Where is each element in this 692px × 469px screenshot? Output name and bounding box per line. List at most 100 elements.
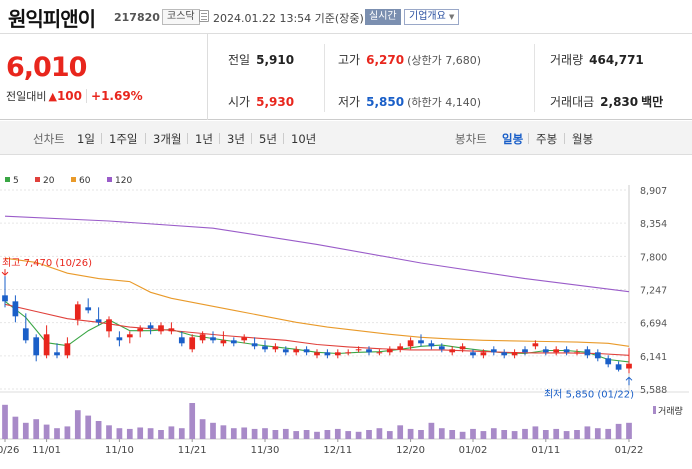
high: 고가 6,270 (상한가 7,680) — [338, 51, 481, 68]
candle-chart-label: 봉차트 — [455, 132, 487, 146]
y-tick-label: 7,247 — [640, 286, 667, 297]
volume-bar — [626, 422, 632, 439]
company-info-label: 기업개요 — [409, 11, 446, 22]
candle-body — [470, 352, 476, 356]
legend-label-60: 60 — [79, 176, 91, 186]
tab-10y[interactable]: 10년 — [291, 132, 317, 146]
tab-1d[interactable]: 1일 — [77, 132, 95, 146]
candle-body — [282, 349, 289, 353]
volume-bar — [158, 430, 164, 439]
company-info-button[interactable]: 기업개요 ▼ — [404, 9, 460, 25]
candle-body — [303, 349, 310, 353]
candle-body — [272, 346, 279, 350]
timestamp: 2024.01.22 13:54 기준(장중) — [213, 12, 364, 25]
volume-bar — [407, 428, 414, 439]
chart-annotations: 최고 7,470 (10/26) 최저 5,850 (01/22) — [1, 257, 634, 400]
volume-bar — [397, 425, 404, 439]
x-tick-label: 01/22 — [615, 445, 644, 456]
line-chart-label: 선차트 — [33, 132, 65, 146]
current-price: 6,010 — [6, 52, 87, 83]
y-axis: 8,907 8,354 7,800 7,247 6,694 6,141 5,588 — [640, 186, 667, 396]
change-value: 100 — [56, 89, 83, 103]
stock-name: 원익피앤이 — [8, 7, 96, 31]
tab-3y[interactable]: 3년 — [227, 132, 245, 146]
candle-body — [64, 343, 71, 356]
volume-bar — [2, 404, 8, 439]
candle-body — [210, 337, 216, 341]
divider — [187, 133, 188, 144]
candle-body — [542, 349, 549, 353]
y-tick-label: 5,588 — [640, 385, 667, 396]
x-axis: 10/26 11/01 11/10 11/21 11/30 12/11 12/20 01/02… — [0, 439, 643, 456]
ma-line-120 — [4, 215, 630, 293]
candle-body — [12, 301, 19, 317]
volume-bar — [64, 426, 71, 439]
price-summary: 6,010 전일대비 ▲100 +1.69% 전일 5,910 시가 5,930 고가 6… — [0, 34, 692, 120]
candle-body — [22, 328, 29, 341]
candle-body — [116, 337, 123, 341]
candle-body — [511, 352, 518, 356]
candle-body — [480, 352, 487, 356]
volume-bar — [85, 415, 92, 439]
volume-bar — [303, 430, 310, 439]
volume-bar — [563, 431, 570, 439]
volume-label: 거래량 — [550, 53, 584, 67]
tab-daily[interactable]: 일봉 — [502, 132, 524, 146]
realtime-button[interactable]: 실시간 — [365, 9, 401, 25]
y-tick-label: 7,800 — [640, 252, 667, 263]
divider — [251, 133, 252, 144]
volume-bar — [126, 428, 133, 439]
divider — [145, 133, 146, 144]
x-tick-label: 11/30 — [251, 445, 280, 456]
candle-body — [345, 352, 352, 354]
tab-weekly[interactable]: 주봉 — [536, 132, 558, 146]
candle-body — [95, 319, 102, 323]
low: 저가 5,850 (하한가 4,140) — [338, 93, 481, 110]
volume-bar — [33, 419, 40, 439]
divider — [534, 44, 535, 112]
x-tick-label: 12/20 — [396, 445, 425, 456]
divider — [219, 133, 220, 144]
candles — [2, 276, 632, 374]
volume-bar — [262, 428, 268, 439]
tab-3m[interactable]: 3개월 — [153, 132, 182, 146]
tab-monthly[interactable]: 월봉 — [572, 132, 594, 146]
tab-5y[interactable]: 5년 — [259, 132, 277, 146]
amount-label: 거래대금 — [550, 95, 595, 109]
volume-bar — [594, 428, 601, 439]
volume-bar — [553, 428, 560, 439]
volume-bar — [532, 426, 539, 439]
volume-bar — [147, 428, 154, 439]
candle-body — [407, 340, 414, 347]
volume-bar — [293, 431, 300, 439]
tab-1y[interactable]: 1년 — [195, 132, 213, 146]
volume-bar — [449, 430, 456, 439]
legend-label-120: 120 — [115, 176, 132, 186]
candle-body — [324, 352, 331, 356]
change-row: 전일대비 ▲100 +1.69% — [6, 88, 143, 104]
candle-body — [85, 307, 92, 311]
divider — [101, 133, 102, 144]
volume-bar — [501, 430, 508, 439]
y-tick-label: 6,141 — [640, 352, 667, 363]
divider — [564, 133, 565, 144]
candle-body — [376, 352, 383, 354]
ma-legend: 5 20 60 120 — [5, 176, 132, 186]
volume-bar — [470, 428, 476, 439]
volume-bar — [137, 427, 144, 439]
volume-bar — [418, 430, 424, 439]
volume-legend-label: 거래량 — [658, 405, 683, 417]
volume-bar — [116, 428, 123, 439]
volume-bar — [74, 410, 81, 439]
volume-bar — [230, 428, 237, 439]
volume-bar — [199, 419, 206, 439]
volume-bar — [324, 430, 331, 439]
candle-body — [615, 364, 622, 370]
chart-period-tabs: 선차트 1일 1주일 3개월 1년 3년 5년 10년 봉차트 일봉 주봉 월봉 — [0, 121, 692, 155]
prev-close-label: 전일 — [228, 53, 251, 67]
volume-bar — [54, 428, 60, 439]
current-price-box: 6,010 전일대비 ▲100 +1.69% — [0, 34, 208, 120]
candle-body — [532, 343, 539, 347]
volume: 거래량 464,771 — [550, 51, 644, 68]
tab-1w[interactable]: 1주일 — [109, 132, 138, 146]
